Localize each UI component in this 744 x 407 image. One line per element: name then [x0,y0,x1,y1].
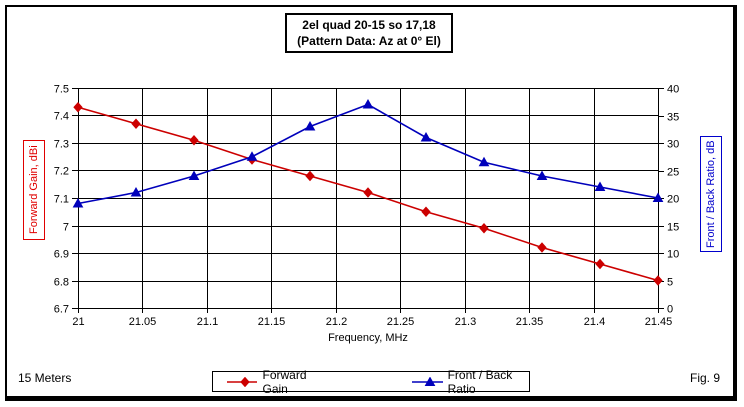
figure-number: Fig. 9 [690,371,721,385]
x-axis-title: Frequency, MHz [328,332,408,344]
chart-title-line1: 2el quad 20-15 so 17,18 [302,18,436,32]
right-tick-label: 15 [667,222,679,234]
x-tick-label: 21.2 [326,316,347,328]
right-tick-label: 40 [667,84,679,96]
x-tick-label: 21.25 [387,316,415,328]
right-tick-label: 25 [667,167,679,179]
left-tick-label: 7 [63,222,69,234]
legend-label: Forward Gain [262,367,307,396]
page-border-frame [5,5,737,401]
right-tick-label: 30 [667,139,679,151]
left-tick-label: 7.1 [54,194,69,206]
left-tick-label: 7.2 [54,166,69,178]
x-tick-label: 21.1 [197,316,218,328]
left-tick-label: 7.4 [54,111,69,123]
left-tick-label: 6.8 [54,277,69,289]
chart-title-box: 2el quad 20-15 so 17,18 (Pattern Data: A… [285,13,453,53]
band-label: 15 Meters [18,371,72,385]
right-tick-label: 35 [667,112,679,124]
series-markers-front-back-ratio [72,98,664,208]
right-tick-label: 0 [667,304,673,316]
legend-entry-front-back-ratio: Front / Back Ratio [412,368,529,396]
right-tick-label: 5 [667,277,673,289]
x-tick-label: 21 [72,316,84,328]
legend-triangle-marker-icon [412,376,443,386]
x-tick-label: 21.05 [129,316,157,328]
gridlines [72,88,664,313]
x-tick-label: 21.4 [584,316,605,328]
legend: Forward Gain Front / Back Ratio [212,368,530,396]
x-tick-label: 21.45 [645,316,673,328]
x-tick-label: 21.15 [258,316,286,328]
left-tick-label: 7.5 [54,84,69,96]
right-tick-label: 10 [667,249,679,261]
left-tick-label: 6.7 [54,304,69,316]
left-tick-label: 6.9 [54,249,69,261]
x-tick-label: 21.35 [516,316,544,328]
right-tick-label: 20 [667,194,679,206]
left-tick-label: 7.3 [54,139,69,151]
chart-title-line2: (Pattern Data: Az at 0° El) [297,34,441,48]
legend-entry-forward-gain: Forward Gain [227,368,324,396]
x-tick-label: 21.3 [455,316,476,328]
legend-label: Front / Back Ratio [447,367,513,396]
series-markers-forward-gain [73,101,663,286]
legend-diamond-marker-icon [227,376,258,387]
